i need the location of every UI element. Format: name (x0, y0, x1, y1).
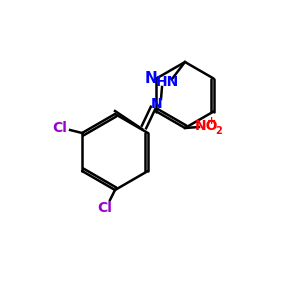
Text: N: N (151, 97, 163, 111)
Text: Cl: Cl (53, 121, 68, 135)
Text: Cl: Cl (98, 201, 112, 215)
Text: 2: 2 (216, 126, 222, 136)
Text: HN: HN (155, 75, 178, 89)
Text: N: N (145, 71, 158, 86)
Text: +: + (207, 116, 217, 126)
Text: NO: NO (195, 119, 219, 133)
